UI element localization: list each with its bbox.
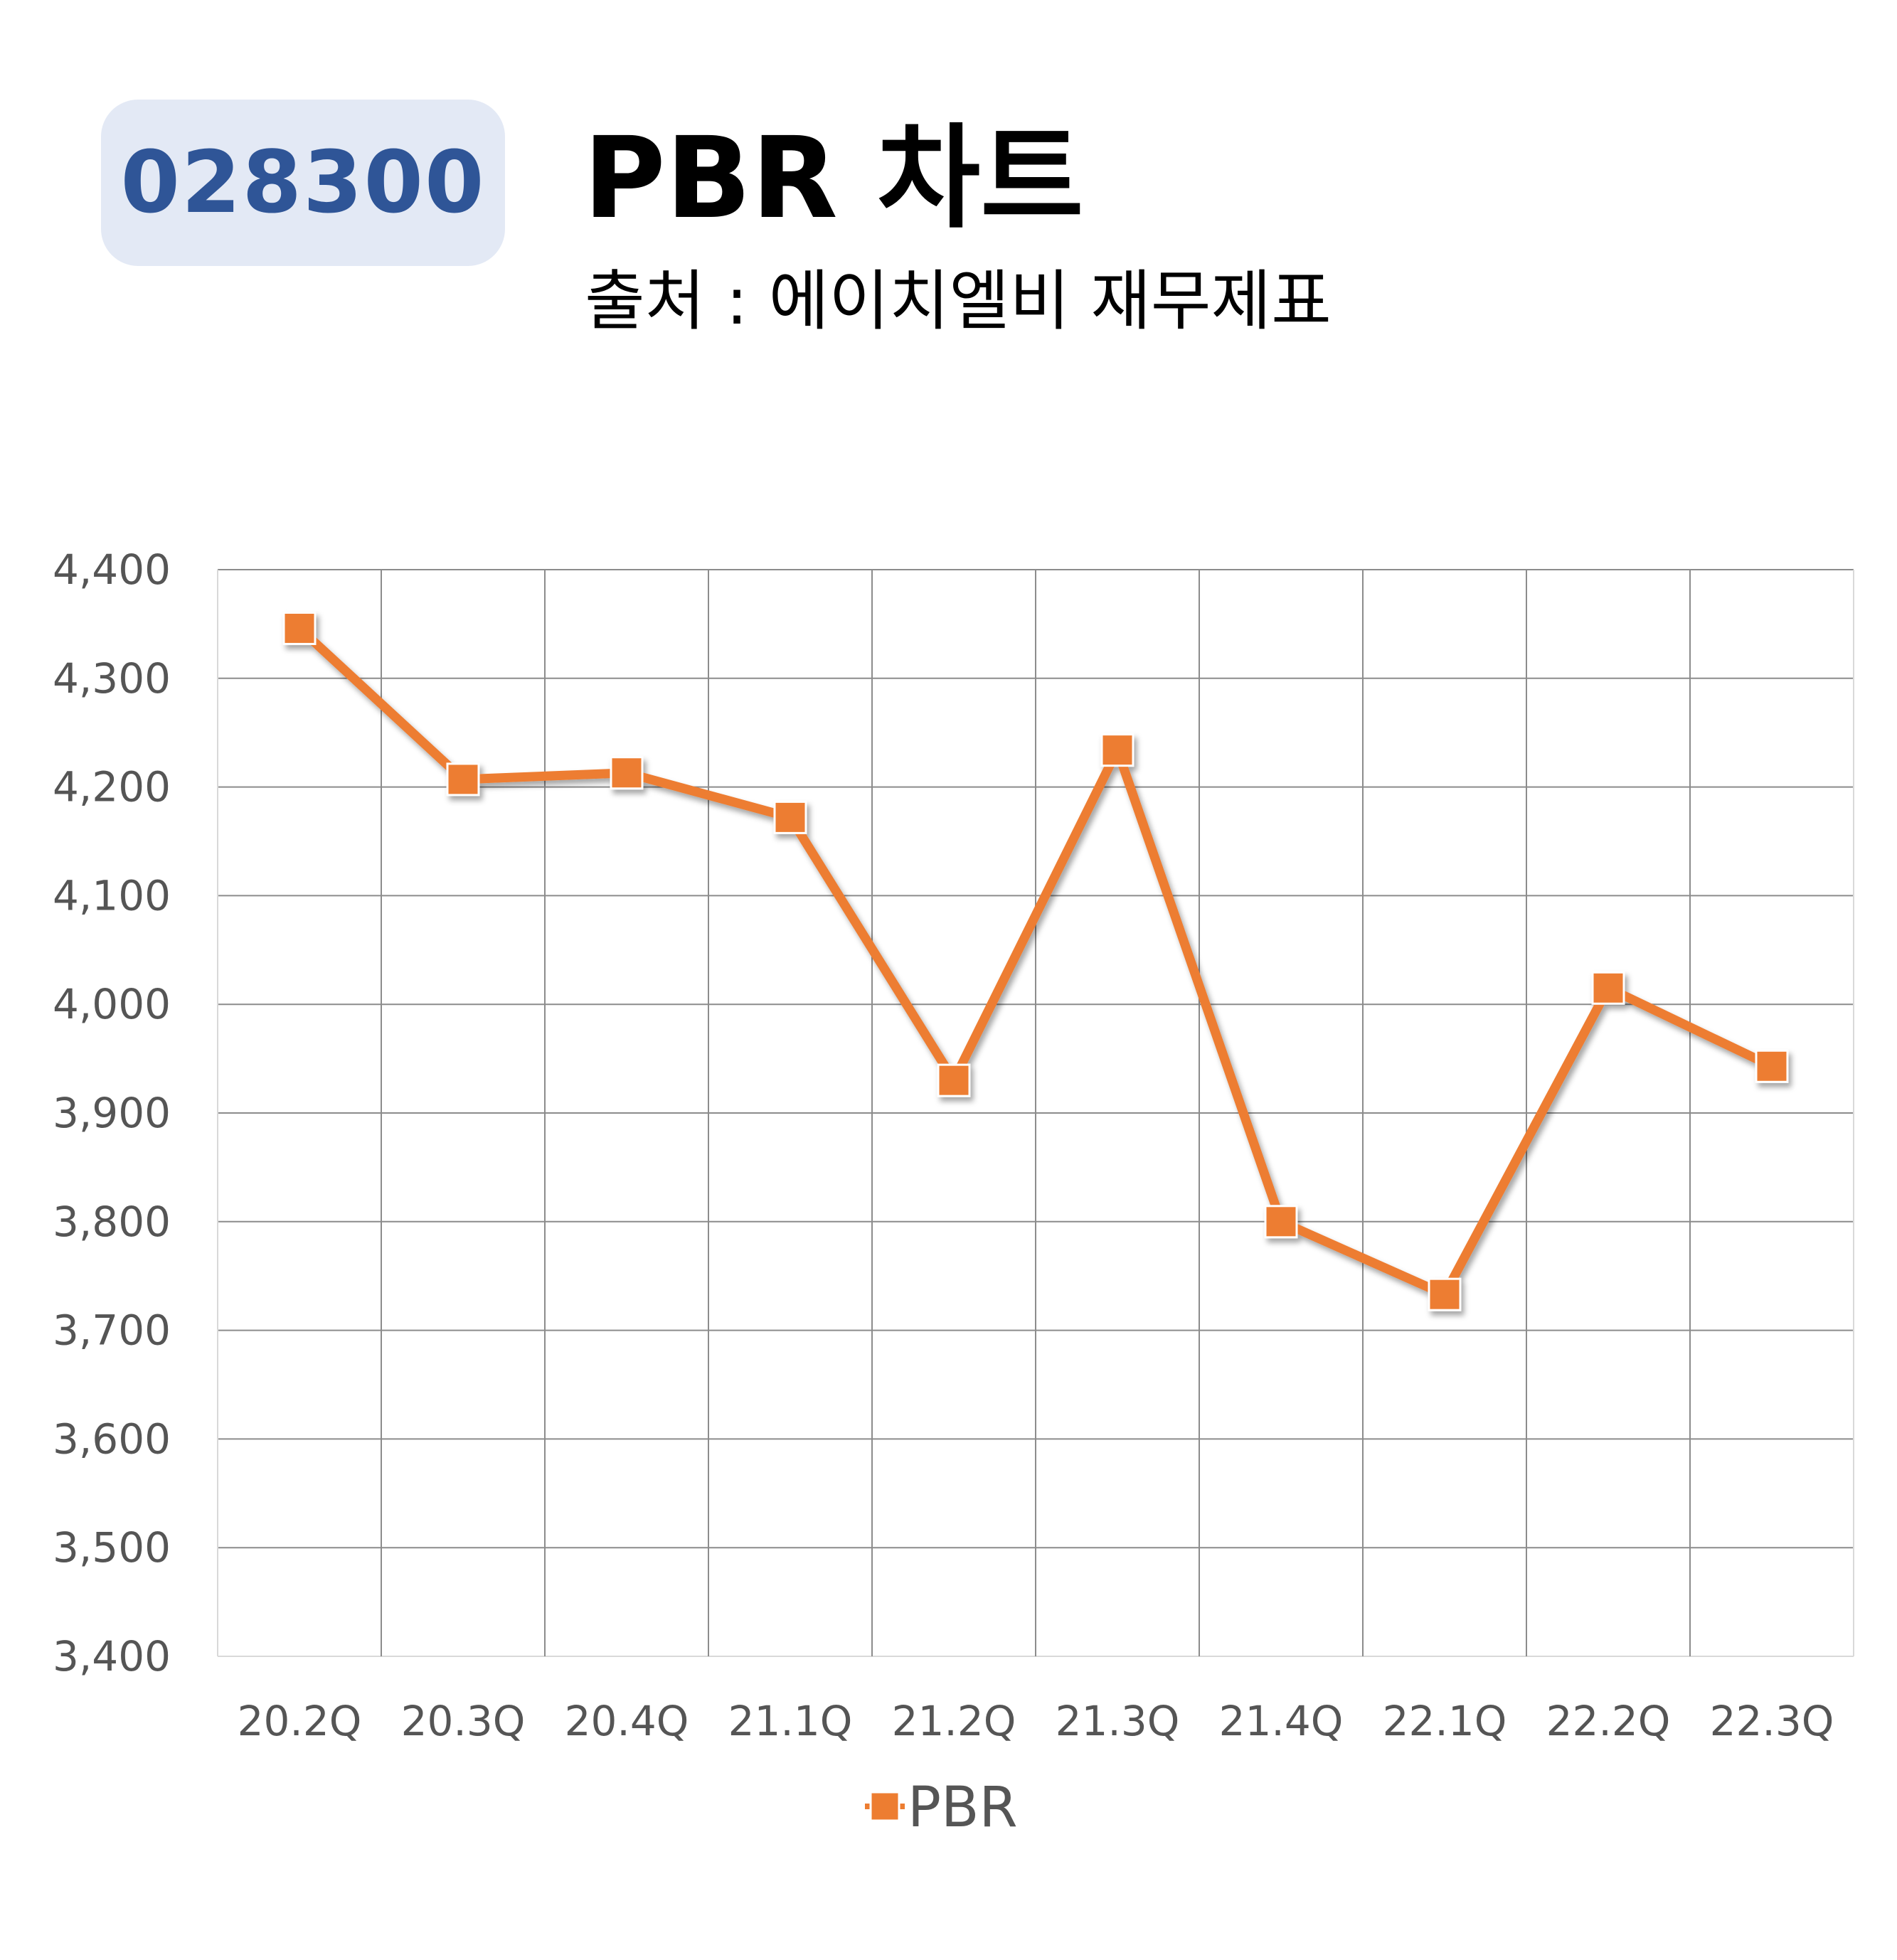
x-tick-label: 22.1Q — [1383, 1697, 1507, 1745]
x-tick-label: 20.2Q — [238, 1697, 362, 1745]
data-point — [1264, 1205, 1298, 1239]
data-point — [282, 612, 317, 646]
x-tick-label: 21.3Q — [1056, 1697, 1180, 1745]
x-tick-label: 21.2Q — [892, 1697, 1016, 1745]
chart-grid — [217, 569, 1854, 1657]
y-tick-label: 3,500 — [53, 1523, 171, 1572]
y-tick-label: 4,300 — [53, 654, 171, 703]
data-point — [937, 1063, 971, 1097]
y-tick-label: 4,400 — [53, 545, 171, 594]
y-tick-label: 3,600 — [53, 1415, 171, 1463]
page-subtitle: 출처 : 에이치엘비 재무제표 — [585, 263, 1332, 339]
x-tick-label: 21.4Q — [1219, 1697, 1344, 1745]
x-tick-label: 20.4Q — [565, 1697, 689, 1745]
x-axis-ticks: 20.2Q 20.3Q 20.4Q 21.1Q 21.2Q 21.3Q 21.4Q 22.1Q… — [238, 1697, 1834, 1745]
chart-legend: PBR — [865, 1776, 1018, 1840]
y-tick-label: 4,000 — [53, 980, 171, 1028]
y-tick-label: 3,800 — [53, 1198, 171, 1246]
data-point — [1755, 1049, 1789, 1083]
x-tick-label: 20.3Q — [401, 1697, 526, 1745]
y-axis-ticks: 3,400 3,500 3,600 3,700 3,800 3,900 4,000 4,100… — [53, 545, 171, 1681]
y-tick-label: 3,700 — [53, 1306, 171, 1355]
y-tick-label: 3,400 — [53, 1632, 171, 1681]
y-tick-label: 4,200 — [53, 763, 171, 811]
legend-label: PBR — [908, 1776, 1018, 1840]
y-tick-label: 4,100 — [53, 871, 171, 920]
page-title: PBR 차트 — [583, 113, 1084, 244]
data-point — [1591, 971, 1625, 1005]
data-point — [773, 800, 807, 834]
series-line — [296, 624, 1774, 1299]
series-pbr — [282, 612, 1789, 1311]
x-tick-label: 21.1Q — [728, 1697, 853, 1745]
data-point — [446, 762, 480, 797]
data-point — [1428, 1277, 1462, 1311]
x-tick-label: 22.3Q — [1710, 1697, 1834, 1745]
data-point — [610, 756, 644, 790]
y-tick-label: 3,900 — [53, 1089, 171, 1137]
stock-code-badge: 028300 — [101, 100, 505, 266]
data-point — [1100, 733, 1135, 767]
x-tick-label: 22.2Q — [1546, 1697, 1671, 1745]
legend-marker — [869, 1791, 900, 1822]
